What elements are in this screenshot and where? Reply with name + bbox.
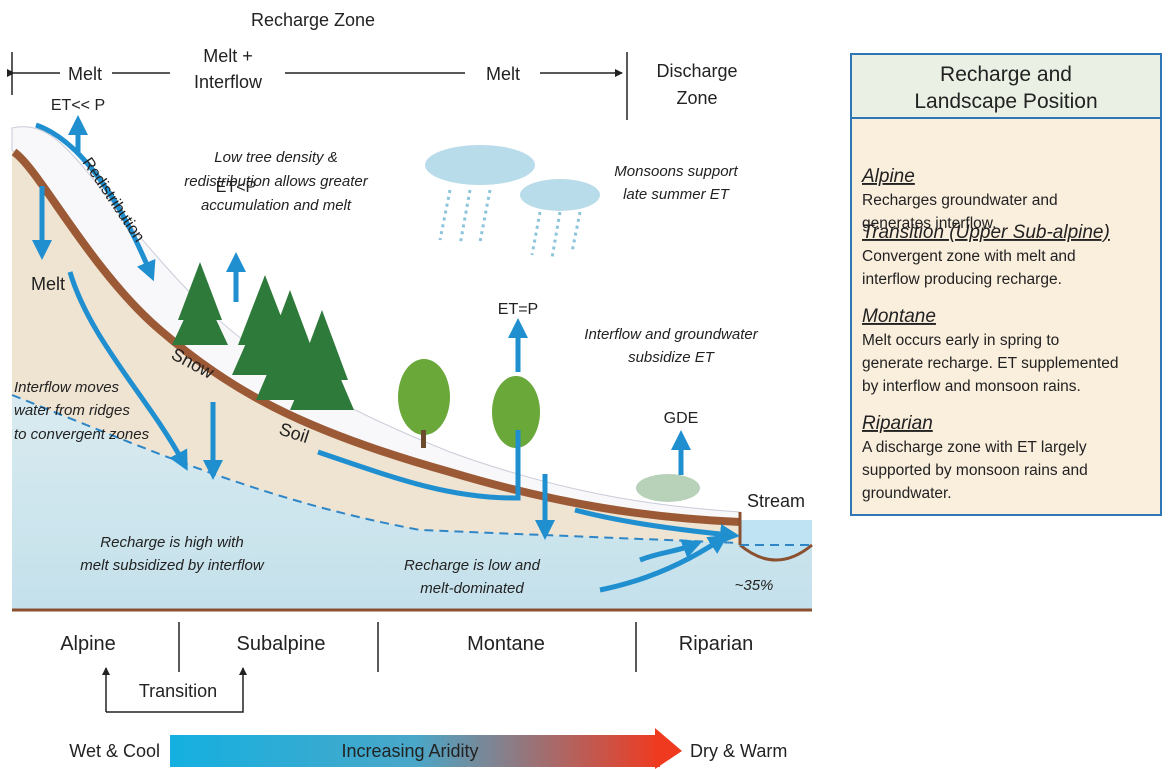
label: Stream [747, 491, 805, 511]
label: Melt [31, 274, 65, 294]
zone-name: Subalpine [237, 633, 326, 655]
panel-heading: Transition (Upper Sub-alpine) [862, 222, 1110, 243]
annotation: Low tree density & [214, 149, 337, 166]
annotation: late summer ET [623, 186, 731, 203]
aridity-label: Wet & Cool [69, 741, 160, 761]
annotation: redistribution allows greater [184, 173, 368, 190]
annotation: accumulation and melt [201, 197, 352, 214]
annotation: melt-dominated [420, 580, 524, 597]
panel-heading: Alpine [861, 166, 915, 187]
zone-name: Montane [467, 633, 545, 655]
zone-label: Interflow [194, 72, 263, 92]
label: GDE [664, 410, 699, 427]
panel-text: interflow producing recharge. [862, 271, 1062, 288]
annotation: water from ridges [14, 402, 130, 419]
annotation: Recharge is high with [100, 534, 243, 551]
zone-label: Melt [68, 64, 102, 84]
annotation: Monsoons support [614, 163, 738, 180]
panel-text: Convergent zone with melt and [862, 248, 1076, 265]
label: ~35% [735, 577, 774, 594]
panel-heading: Riparian [862, 413, 933, 434]
annotation: subsidize ET [628, 349, 716, 366]
panel-text: A discharge zone with ET largely [862, 439, 1087, 456]
panel-title: Landscape Position [914, 90, 1097, 113]
title: Recharge Zone [251, 10, 375, 30]
panel-text: generate recharge. ET supplemented [862, 355, 1119, 372]
annotation: Recharge is low and [404, 557, 541, 574]
zone-name: Transition [139, 681, 217, 701]
panel-title: Recharge and [940, 63, 1072, 86]
label: ET=P [498, 301, 538, 318]
aridity-label: Dry & Warm [690, 741, 787, 761]
page: Recharge Zone Melt Melt + Interflow Melt… [0, 0, 1172, 769]
clouds [425, 145, 600, 258]
panel-text: Melt occurs early in spring to [862, 332, 1059, 349]
panel-text: Recharges groundwater and [862, 192, 1058, 209]
zone-name: Alpine [60, 633, 116, 655]
zone-label: Discharge [656, 61, 737, 81]
annotation: Interflow moves [14, 379, 120, 396]
annotation: Interflow and groundwater [584, 326, 758, 343]
panel-text: groundwater. [862, 485, 952, 502]
zone-label: Melt + [203, 46, 253, 66]
panel-heading: Montane [862, 306, 936, 327]
zone-label: Zone [676, 88, 717, 108]
zone-name: Riparian [679, 633, 753, 655]
diagram: Recharge Zone Melt Melt + Interflow Melt… [0, 0, 1172, 769]
annotation: melt subsidized by interflow [80, 557, 265, 574]
panel-text: supported by monsoon rains and [862, 462, 1088, 479]
label: ET<< P [51, 97, 105, 114]
panel-text: by interflow and monsoon rains. [862, 378, 1081, 395]
aridity-label: Increasing Aridity [341, 741, 478, 761]
annotation: to convergent zones [14, 426, 150, 443]
zone-label: Melt [486, 64, 520, 84]
